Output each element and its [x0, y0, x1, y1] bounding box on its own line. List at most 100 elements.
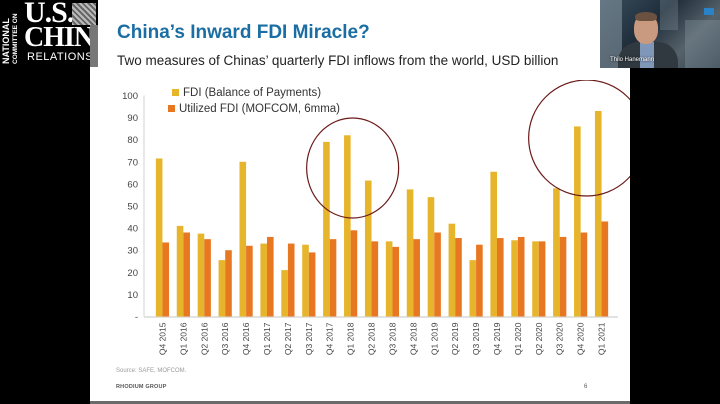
bar-utilized-fdi [246, 245, 253, 317]
bar-utilized-fdi [183, 232, 190, 317]
legend-item-utilized-fdi: Utilized FDI (MOFCOM, 6mma) [168, 103, 340, 115]
ncuscr-logo: NATIONAL COMMITTEE ON U.S. CHINA RELATIO… [0, 0, 113, 67]
y-tick-label: 90 [127, 113, 138, 124]
bar-utilized-fdi [225, 250, 232, 317]
y-tick-label: 70 [127, 157, 138, 168]
bar-utilized-fdi [580, 232, 588, 317]
y-tick-label: 10 [127, 290, 138, 301]
bar-utilized-fdi [413, 239, 420, 317]
fdi-bar-chart: - 10 20 30 40 50 60 70 80 90 100 Q4 2015 Q1 2016 Q2 2… [122, 80, 630, 355]
bar-fdi-bop [302, 244, 309, 317]
x-tick-label: Q1 2016 [178, 322, 188, 355]
bar-fdi-bop [364, 180, 372, 317]
logo-us: U.S. [24, 0, 74, 29]
bar-utilized-fdi [497, 238, 504, 317]
bar-fdi-bop [427, 197, 435, 317]
x-tick-label: Q4 2020 [576, 322, 586, 355]
x-tick-label: Q3 2018 [387, 322, 397, 355]
logo-china: CHINA [24, 22, 113, 53]
slide-subtitle: Two measures of Chinas’ quarterly FDI in… [117, 53, 559, 68]
y-tick-label: 100 [122, 91, 138, 102]
x-tick-label: Q1 2018 [346, 322, 356, 355]
x-tick-label: Q4 2017 [325, 322, 335, 355]
x-tick-label: Q4 2019 [492, 322, 502, 355]
bar-utilized-fdi [601, 221, 609, 317]
bar-fdi-bop [385, 241, 393, 317]
webcam-logo-icon [704, 8, 714, 15]
x-tick-label: Q1 2020 [513, 322, 523, 355]
x-tick-label: Q2 2019 [450, 322, 460, 355]
webcam-video-tile[interactable]: Thilo Hanemann [600, 0, 720, 68]
y-tick-label: 50 [127, 202, 138, 213]
bar-utilized-fdi [517, 236, 525, 317]
y-tick-label: 30 [127, 246, 138, 257]
participant-hair [635, 12, 657, 21]
legend-swatch-fdi-bop [172, 89, 179, 96]
bar-fdi-bop [323, 141, 330, 317]
participant-name: Thilo Hanemann [610, 57, 655, 63]
x-tick-label: Q3 2017 [304, 322, 314, 355]
bar-utilized-fdi [476, 244, 483, 317]
bar-fdi-bop [176, 225, 184, 317]
bar-utilized-fdi [434, 232, 441, 317]
bar-utilized-fdi [455, 238, 462, 317]
qr-code-icon [72, 3, 96, 25]
x-tick-label: Q4 2015 [157, 322, 167, 355]
y-tick-label: 40 [127, 224, 138, 235]
slide-bottom-border [90, 401, 630, 404]
highlight-circle [528, 80, 630, 197]
background-building [685, 20, 720, 68]
page-number: 6 [584, 384, 588, 390]
logo-national: NATIONAL [1, 18, 11, 64]
bar-utilized-fdi [392, 246, 400, 317]
bar-fdi-bop [406, 189, 414, 317]
logo-committee-on: COMMITTEE ON [12, 13, 19, 64]
x-tick-label: Q2 2018 [367, 322, 377, 355]
x-tick-label: Q1 2019 [429, 322, 439, 355]
bar-utilized-fdi [204, 239, 211, 317]
bar-fdi-bop [511, 240, 518, 317]
bar-fdi-bop [469, 260, 477, 317]
x-tick-label: Q2 2017 [283, 322, 293, 355]
footer-brand: RHODIUM GROUP [116, 384, 167, 390]
y-tick-label: 20 [127, 268, 138, 279]
highlight-circle [306, 117, 400, 219]
bar-utilized-fdi [371, 241, 379, 317]
legend-label-utilized-fdi: Utilized FDI (MOFCOM, 6mma) [179, 103, 340, 115]
x-tick-label: Q3 2020 [555, 322, 565, 355]
bar-fdi-bop [260, 243, 267, 317]
x-tick-label: Q3 2016 [220, 322, 230, 355]
x-tick-label: Q4 2016 [241, 322, 251, 355]
bar-fdi-bop [239, 161, 247, 317]
bar-fdi-bop [344, 135, 351, 317]
bar-fdi-bop [155, 158, 163, 317]
bar-fdi-bop [532, 241, 539, 317]
legend-item-fdi-bop: FDI (Balance of Payments) [172, 87, 321, 99]
logo-gray-bar [90, 25, 98, 67]
bar-fdi-bop [594, 110, 602, 317]
bar-fdi-bop [281, 270, 288, 317]
bar-utilized-fdi [162, 242, 170, 317]
bar-fdi-bop [218, 260, 226, 317]
logo-vertical-text: NATIONAL COMMITTEE ON [1, 2, 25, 64]
bar-utilized-fdi [559, 236, 567, 317]
x-tick-label: Q4 2018 [408, 322, 418, 355]
chart-source: Source: SAFE, MOFCOM. [116, 368, 187, 374]
background-building [660, 0, 678, 30]
participant-shirt [640, 42, 654, 68]
bar-fdi-bop [197, 233, 205, 317]
legend-label-fdi-bop: FDI (Balance of Payments) [183, 87, 322, 99]
x-tick-label: Q1 2017 [262, 322, 272, 355]
bar-utilized-fdi [287, 243, 295, 317]
bar-fdi-bop [574, 126, 581, 317]
slide-title: China’s Inward FDI Miracle? [117, 22, 370, 43]
y-tick-label: - [135, 312, 138, 323]
bar-utilized-fdi [329, 239, 337, 317]
legend-swatch-utilized-fdi [168, 105, 175, 112]
y-tick-label: 80 [127, 135, 138, 146]
x-tick-label: Q3 2019 [471, 322, 481, 355]
presentation-slide [90, 0, 630, 401]
bar-utilized-fdi [538, 241, 546, 317]
background-building [600, 0, 622, 68]
bar-utilized-fdi [267, 236, 274, 317]
